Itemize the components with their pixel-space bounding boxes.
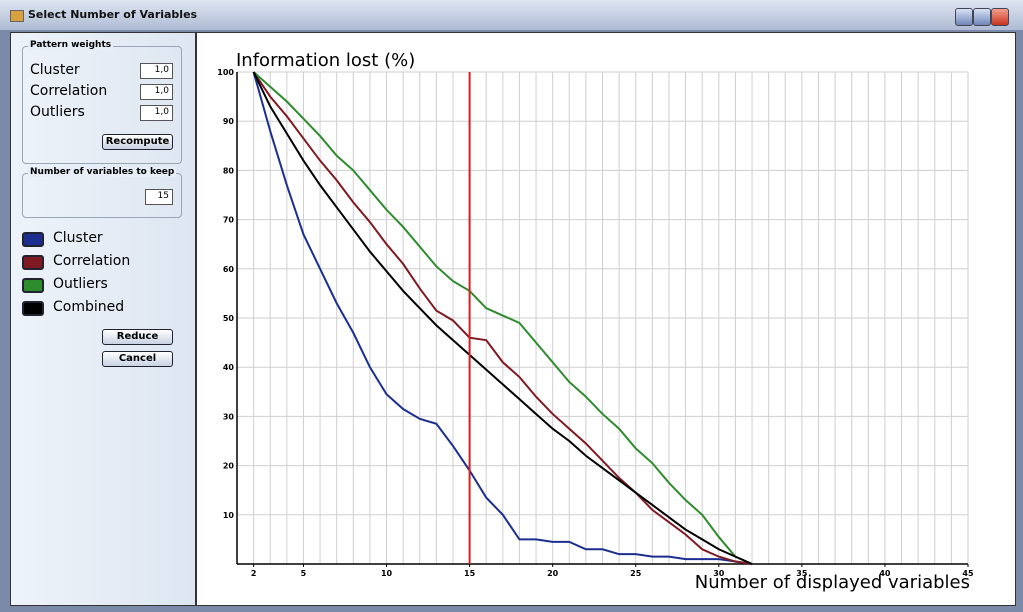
weight-label: Outliers [30, 104, 85, 120]
weights-group: Pattern weights [22, 40, 182, 164]
y-tick-label: 90 [223, 117, 235, 126]
chart-panel [196, 32, 1016, 606]
weight-input[interactable]: 1,0 [140, 63, 173, 79]
series-line [252, 71, 753, 565]
x-tick-label: 25 [630, 569, 642, 578]
keep-input[interactable]: 15 [145, 189, 173, 205]
y-tick-label: 30 [223, 412, 235, 421]
weight-label: Correlation [30, 83, 108, 99]
y-tick-label: 40 [223, 363, 235, 372]
legend-label: Correlation [53, 253, 131, 269]
y-tick-label: 70 [223, 216, 235, 225]
legend-label: Cluster [53, 230, 103, 246]
x-tick-label: 15 [464, 569, 476, 578]
title-bar: Select Number of Variables [0, 0, 1023, 30]
maximize-button[interactable] [973, 8, 991, 26]
y-tick-label: 80 [223, 166, 235, 175]
legend-label: Outliers [53, 276, 108, 292]
x-tick-label: 40 [879, 569, 891, 578]
x-tick-label: 30 [713, 569, 725, 578]
series-line [252, 71, 753, 565]
app-icon [10, 10, 24, 22]
legend-label: Combined [53, 299, 125, 315]
weight-label: Cluster [30, 62, 80, 78]
recompute-button[interactable]: Recompute [102, 134, 173, 150]
reduce-button[interactable]: Reduce [102, 329, 173, 345]
x-tick-label: 10 [381, 569, 393, 578]
y-tick-label: 20 [223, 462, 235, 471]
weight-input[interactable]: 1,0 [140, 105, 173, 121]
keep-group: Number of variables to keep [22, 167, 182, 218]
legend-swatch [22, 278, 44, 293]
series-line [252, 71, 753, 565]
window-title: Select Number of Variables [28, 8, 198, 21]
x-tick-label: 2 [251, 569, 257, 578]
group-title: Pattern weights [28, 40, 114, 50]
x-tick-label: 5 [301, 569, 307, 578]
x-tick-label: 45 [962, 569, 974, 578]
control-panel: Pattern weights Cluster 1,0 Correlation … [10, 32, 196, 606]
y-tick-label: 50 [223, 314, 235, 323]
legend-swatch [22, 232, 44, 247]
legend-swatch [22, 255, 44, 270]
y-tick-label: 100 [217, 68, 234, 77]
cancel-button[interactable]: Cancel [102, 351, 173, 367]
minimize-button[interactable] [955, 8, 973, 26]
y-tick-label: 60 [223, 265, 235, 274]
y-axis-title: Information lost (%) [236, 50, 415, 71]
x-tick-label: 20 [547, 569, 559, 578]
weight-input[interactable]: 1,0 [140, 84, 173, 100]
group-title: Number of variables to keep [28, 167, 177, 177]
y-tick-label: 10 [223, 511, 235, 520]
series-line [252, 71, 753, 565]
legend-swatch [22, 301, 44, 316]
x-axis-title: Number of displayed variables [695, 572, 970, 593]
close-button[interactable] [991, 8, 1009, 26]
x-tick-label: 35 [796, 569, 808, 578]
